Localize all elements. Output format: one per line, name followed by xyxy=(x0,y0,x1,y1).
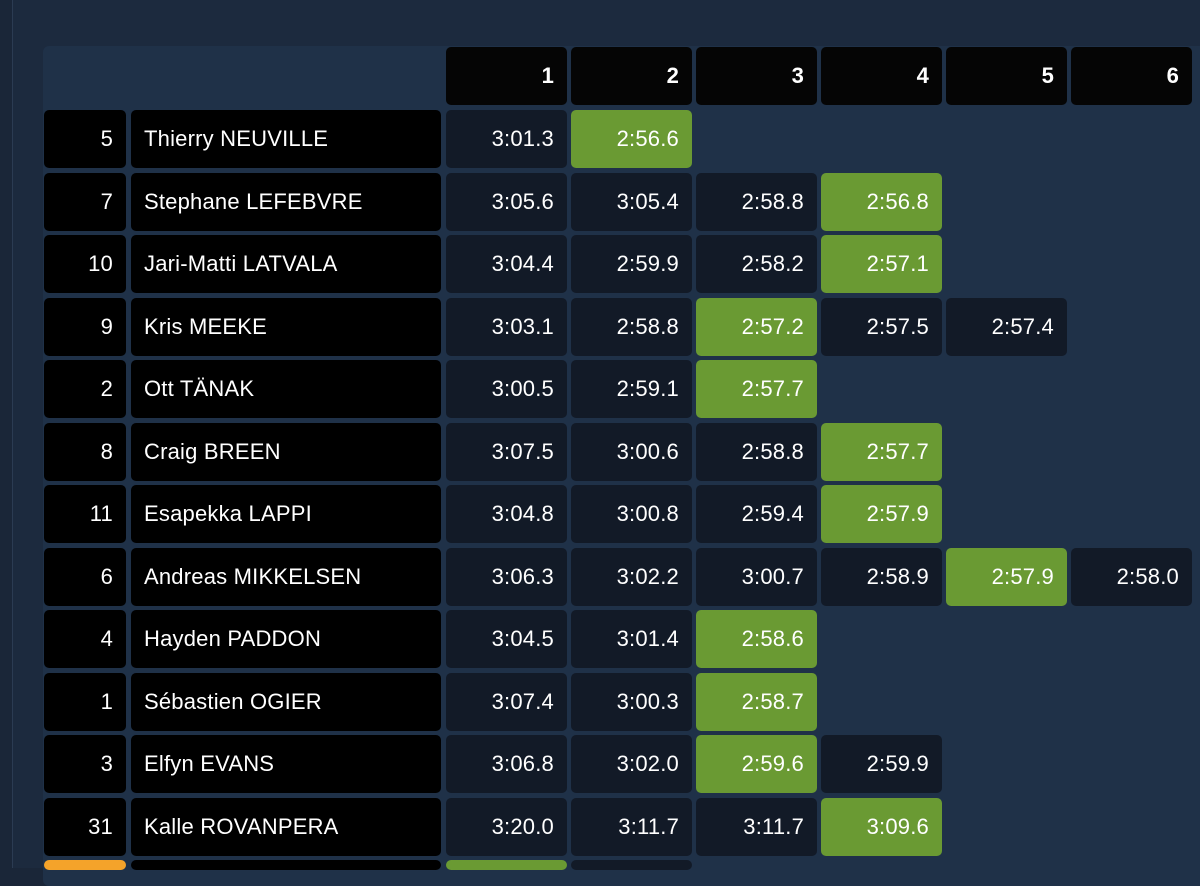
time-cell: 3:00.5 xyxy=(446,360,567,418)
time-cell: 3:00.8 xyxy=(571,485,692,543)
time-cell: 2:58.9 xyxy=(821,548,942,606)
best-time-cell: 2:57.9 xyxy=(946,548,1067,606)
time-cell: 3:04.8 xyxy=(446,485,567,543)
best-time-cell: 2:57.9 xyxy=(821,485,942,543)
car-number: 6 xyxy=(44,548,126,606)
driver-name: Elfyn EVANS xyxy=(131,735,441,793)
driver-name: Stephane LEFEBVRE xyxy=(131,173,441,231)
time-cell: 3:00.3 xyxy=(571,673,692,731)
driver-name: Jari-Matti LATVALA xyxy=(131,235,441,293)
best-time-cell: 2:56.8 xyxy=(821,173,942,231)
car-number: 8 xyxy=(44,423,126,481)
driver-name: Ott TÄNAK xyxy=(131,360,441,418)
best-time-cell: 2:57.7 xyxy=(696,360,817,418)
driver-name: Kalle ROVANPERA xyxy=(131,798,441,856)
time-cell: 2:59.9 xyxy=(571,235,692,293)
best-time-cell: 2:58.6 xyxy=(696,610,817,668)
column-header-3: 3 xyxy=(696,47,817,105)
time-cell: 3:04.4 xyxy=(446,235,567,293)
column-header-6: 6 xyxy=(1071,47,1192,105)
time-cell: 2:58.8 xyxy=(571,298,692,356)
time-cell: 3:07.4 xyxy=(446,673,567,731)
column-header-2: 2 xyxy=(571,47,692,105)
time-cell: 2:58.8 xyxy=(696,423,817,481)
time-cell: 3:03.1 xyxy=(446,298,567,356)
best-time-cell-partial xyxy=(446,860,567,870)
time-cell: 2:59.1 xyxy=(571,360,692,418)
time-cell: 2:57.5 xyxy=(821,298,942,356)
driver-name: Craig BREEN xyxy=(131,423,441,481)
best-time-cell: 2:56.6 xyxy=(571,110,692,168)
best-time-cell: 2:57.7 xyxy=(821,423,942,481)
time-cell: 3:02.0 xyxy=(571,735,692,793)
driver-name: Hayden PADDON xyxy=(131,610,441,668)
best-time-cell: 2:59.6 xyxy=(696,735,817,793)
car-number: 3 xyxy=(44,735,126,793)
time-cell: 3:06.8 xyxy=(446,735,567,793)
time-cell: 2:58.2 xyxy=(696,235,817,293)
driver-name: Kris MEEKE xyxy=(131,298,441,356)
driver-name: Sébastien OGIER xyxy=(131,673,441,731)
column-header-5: 5 xyxy=(946,47,1067,105)
time-cell: 2:57.4 xyxy=(946,298,1067,356)
car-number-partial xyxy=(44,860,126,870)
column-header-4: 4 xyxy=(821,47,942,105)
driver-name: Thierry NEUVILLE xyxy=(131,110,441,168)
time-cell: 3:05.6 xyxy=(446,173,567,231)
time-cell: 3:06.3 xyxy=(446,548,567,606)
driver-name-partial xyxy=(131,860,441,870)
time-cell: 2:59.4 xyxy=(696,485,817,543)
time-cell: 2:59.9 xyxy=(821,735,942,793)
time-cell: 3:20.0 xyxy=(446,798,567,856)
time-cell-partial xyxy=(571,860,692,870)
best-time-cell: 2:57.1 xyxy=(821,235,942,293)
driver-name: Esapekka LAPPI xyxy=(131,485,441,543)
car-number: 9 xyxy=(44,298,126,356)
time-cell: 3:11.7 xyxy=(696,798,817,856)
time-cell: 3:02.2 xyxy=(571,548,692,606)
time-cell: 3:04.5 xyxy=(446,610,567,668)
car-number: 4 xyxy=(44,610,126,668)
time-cell: 3:00.7 xyxy=(696,548,817,606)
car-number: 7 xyxy=(44,173,126,231)
time-cell: 3:01.3 xyxy=(446,110,567,168)
best-time-cell: 2:58.7 xyxy=(696,673,817,731)
driver-name: Andreas MIKKELSEN xyxy=(131,548,441,606)
time-cell: 3:00.6 xyxy=(571,423,692,481)
time-cell: 2:58.0 xyxy=(1071,548,1192,606)
car-number: 2 xyxy=(44,360,126,418)
column-header-1: 1 xyxy=(446,47,567,105)
time-cell: 3:01.4 xyxy=(571,610,692,668)
car-number: 1 xyxy=(44,673,126,731)
car-number: 10 xyxy=(44,235,126,293)
time-cell: 3:05.4 xyxy=(571,173,692,231)
car-number: 5 xyxy=(44,110,126,168)
time-cell: 2:58.8 xyxy=(696,173,817,231)
car-number: 31 xyxy=(44,798,126,856)
time-cell: 3:07.5 xyxy=(446,423,567,481)
best-time-cell: 3:09.6 xyxy=(821,798,942,856)
time-cell: 3:11.7 xyxy=(571,798,692,856)
car-number: 11 xyxy=(44,485,126,543)
best-time-cell: 2:57.2 xyxy=(696,298,817,356)
